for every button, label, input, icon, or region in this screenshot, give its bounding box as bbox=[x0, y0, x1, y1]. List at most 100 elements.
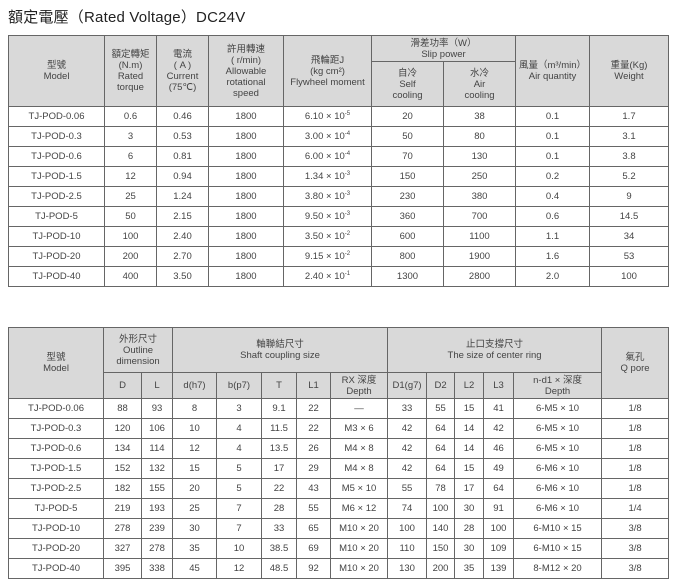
cell-torque: 400 bbox=[104, 266, 157, 287]
cell-air: 38 bbox=[443, 106, 516, 127]
table-cell: 43 bbox=[296, 478, 331, 499]
subheader: D2 bbox=[426, 372, 456, 399]
table-cell: 5 bbox=[216, 458, 262, 479]
table-cell: 55 bbox=[296, 498, 331, 519]
flywheel-value: 9.15 × 10 bbox=[304, 251, 345, 262]
flywheel-exponent: -4 bbox=[344, 131, 351, 137]
table-cell: 110 bbox=[387, 538, 428, 559]
table-cell: 7 bbox=[216, 518, 262, 539]
table-cell: 6-M5 × 10 bbox=[513, 438, 603, 459]
table-cell: 45 bbox=[172, 558, 217, 579]
table-cell: 22 bbox=[296, 418, 331, 439]
table-cell: M10 × 20 bbox=[329, 558, 389, 579]
cell-air: 250 bbox=[443, 166, 516, 187]
cell-airq: 0.4 bbox=[515, 186, 590, 207]
table-cell: 1/8 bbox=[601, 458, 670, 479]
flywheel-value: 2.40 × 10 bbox=[304, 271, 345, 282]
cell-current: 1.24 bbox=[156, 186, 209, 207]
table-cell: 100 bbox=[387, 518, 428, 539]
subheader: L bbox=[141, 372, 173, 399]
table-cell: 25 bbox=[172, 498, 217, 519]
flywheel-exponent: -2 bbox=[344, 231, 351, 237]
table-cell: TJ-POD-40 bbox=[8, 558, 104, 579]
cell-air: 130 bbox=[443, 146, 516, 167]
table-cell: 42 bbox=[387, 458, 428, 479]
table-cell: 1/4 bbox=[601, 498, 670, 519]
table-cell: 33 bbox=[261, 518, 297, 539]
table-cell: 12 bbox=[216, 558, 262, 579]
table-cell: 100 bbox=[483, 518, 515, 539]
table-cell: 1/8 bbox=[601, 478, 670, 499]
cell-flywheel: 3.50 × 10-2 bbox=[283, 226, 372, 247]
table-cell: 106 bbox=[141, 418, 173, 439]
table-cell: 6-M10 × 15 bbox=[513, 538, 603, 559]
subheader: b(p7) bbox=[216, 372, 262, 399]
cell-current: 2.70 bbox=[156, 246, 209, 267]
table-cell: 4 bbox=[216, 438, 262, 459]
cell-self: 800 bbox=[371, 246, 444, 267]
table-cell: 64 bbox=[426, 438, 456, 459]
header-speed: 許用轉速( r/min) Allowable rotational speed bbox=[208, 35, 284, 107]
table-cell: 155 bbox=[141, 478, 173, 499]
table-cell: 6-M6 × 10 bbox=[513, 458, 603, 479]
table-cell: 48.5 bbox=[261, 558, 297, 579]
cell-torque: 3 bbox=[104, 126, 157, 147]
header-outline: 外形尺寸 Outline dimension bbox=[103, 327, 173, 373]
table-cell: 327 bbox=[103, 538, 142, 559]
cell-self: 600 bbox=[371, 226, 444, 247]
header-slip-power: 滑差功率（W） Slip power bbox=[371, 35, 516, 62]
cell-flywheel: 6.00 × 10-4 bbox=[283, 146, 372, 167]
table-row: TJ-POD-40 400 3.50 1800 2.40 × 10-1 1300 2800 2… bbox=[8, 266, 669, 287]
cell-airq: 0.1 bbox=[515, 126, 590, 147]
table-cell: 8 bbox=[172, 398, 217, 419]
cell-air: 700 bbox=[443, 206, 516, 227]
table-row: TJ-POD-2.5 25 1.24 1800 3.80 × 10-3 230 380 0.4… bbox=[8, 186, 669, 207]
table-cell: 14 bbox=[454, 438, 485, 459]
cell-speed: 1800 bbox=[208, 246, 284, 267]
table-cell: 182 bbox=[103, 478, 142, 499]
cell-weight: 3.8 bbox=[589, 146, 669, 167]
table-cell: 4 bbox=[216, 418, 262, 439]
cell-self: 20 bbox=[371, 106, 444, 127]
table-cell: TJ-POD-2.5 bbox=[8, 478, 104, 499]
header-weight: 重量(Kg) Weight bbox=[589, 35, 669, 107]
cell-airq: 1.6 bbox=[515, 246, 590, 267]
cell-weight: 1.7 bbox=[589, 106, 669, 127]
table-cell: 46 bbox=[483, 438, 515, 459]
table-cell: TJ-POD-0.6 bbox=[8, 438, 104, 459]
cell-weight: 9 bbox=[589, 186, 669, 207]
table-row: TJ-POD-0.6 134 114 12 4 13.5 26 M4 × 8 42 64 14 46 6… bbox=[8, 438, 670, 459]
cell-weight: 3.1 bbox=[589, 126, 669, 147]
table-cell: 132 bbox=[141, 458, 173, 479]
table-cell: 3/8 bbox=[601, 538, 670, 559]
cell-weight: 5.2 bbox=[589, 166, 669, 187]
table-cell: TJ-POD-0.3 bbox=[8, 418, 104, 439]
table-cell: 6-M5 × 10 bbox=[513, 398, 603, 419]
table-cell: 91 bbox=[483, 498, 515, 519]
table-row: TJ-POD-0.06 88 93 8 3 9.1 22—33 55 15 41 6-M5 × 10… bbox=[8, 398, 670, 419]
table-cell: 9.1 bbox=[261, 398, 297, 419]
table-cell: 11.5 bbox=[261, 418, 297, 439]
table-cell: 42 bbox=[387, 418, 428, 439]
table-cell: 219 bbox=[103, 498, 142, 519]
table-cell: 15 bbox=[454, 458, 485, 479]
cell-airq: 0.2 bbox=[515, 166, 590, 187]
table-cell: 278 bbox=[141, 538, 173, 559]
cell-model: TJ-POD-0.06 bbox=[8, 106, 105, 127]
cell-model: TJ-POD-40 bbox=[8, 266, 105, 287]
table-cell: 338 bbox=[141, 558, 173, 579]
header-current: 電流( A ) Current (75℃) bbox=[156, 35, 209, 107]
table-cell: 35 bbox=[454, 558, 485, 579]
cell-speed: 1800 bbox=[208, 166, 284, 187]
header-air-quantity: 風量（m³/min） Air quantity bbox=[515, 35, 590, 107]
cell-airq: 0.6 bbox=[515, 206, 590, 227]
table-cell: 10 bbox=[216, 538, 262, 559]
cell-model: TJ-POD-0.6 bbox=[8, 146, 105, 167]
table-cell: M5 × 10 bbox=[329, 478, 389, 499]
table-cell: 193 bbox=[141, 498, 173, 519]
flywheel-exponent: -4 bbox=[344, 151, 351, 157]
table-cell: 8-M12 × 20 bbox=[513, 558, 603, 579]
table-cell: 64 bbox=[483, 478, 515, 499]
header-torque: 額定轉矩 (N.m) Rated torque bbox=[104, 35, 157, 107]
header-air-cooling: 水冷 Air cooling bbox=[443, 61, 516, 107]
